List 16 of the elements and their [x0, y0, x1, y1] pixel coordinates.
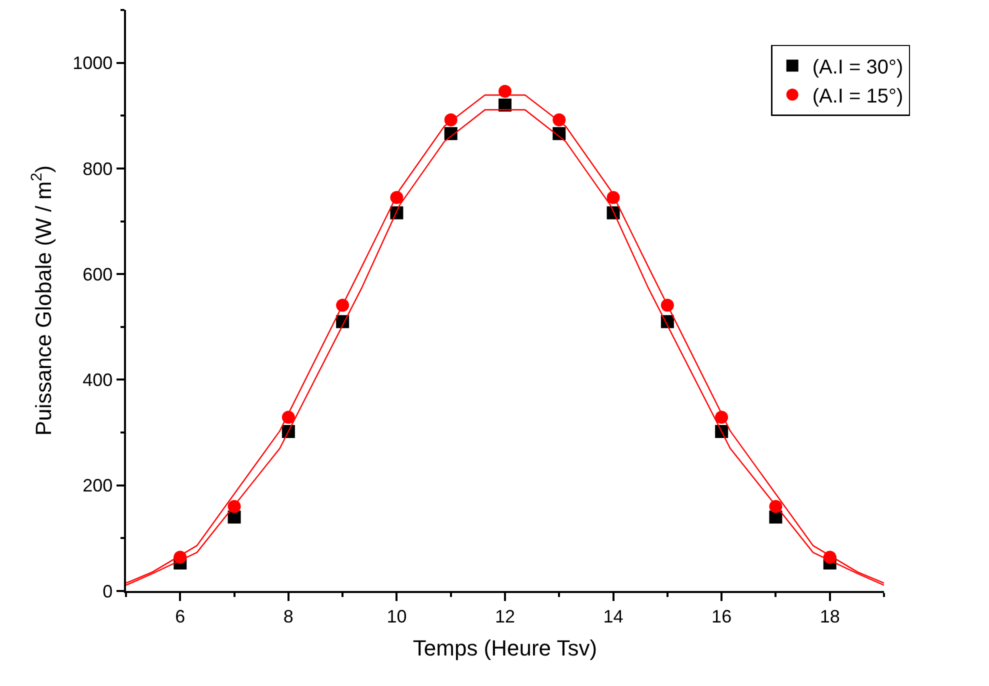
legend-label: (A.I = 30°) — [812, 56, 904, 78]
x-tick-label: 14 — [603, 606, 624, 626]
x-axis-title: Temps (Heure Tsv) — [412, 636, 598, 661]
y-tick-label: 1000 — [72, 53, 113, 74]
x-tick-label: 6 — [175, 606, 186, 626]
legend-label: (A.I = 15°) — [812, 85, 904, 108]
x-tick-label: 8 — [283, 606, 294, 626]
y-tick-label: 400 — [82, 370, 113, 390]
y-tick-label: 200 — [82, 476, 113, 496]
x-tick-label: 16 — [712, 606, 732, 626]
x-tick-label: 10 — [386, 606, 407, 626]
y-tick-label: 800 — [82, 158, 113, 179]
y-tick-label: 0 — [102, 581, 113, 602]
x-tick-label: 18 — [820, 606, 840, 626]
y-tick-label: 600 — [82, 264, 113, 284]
x-tick-label: 12 — [494, 606, 516, 626]
